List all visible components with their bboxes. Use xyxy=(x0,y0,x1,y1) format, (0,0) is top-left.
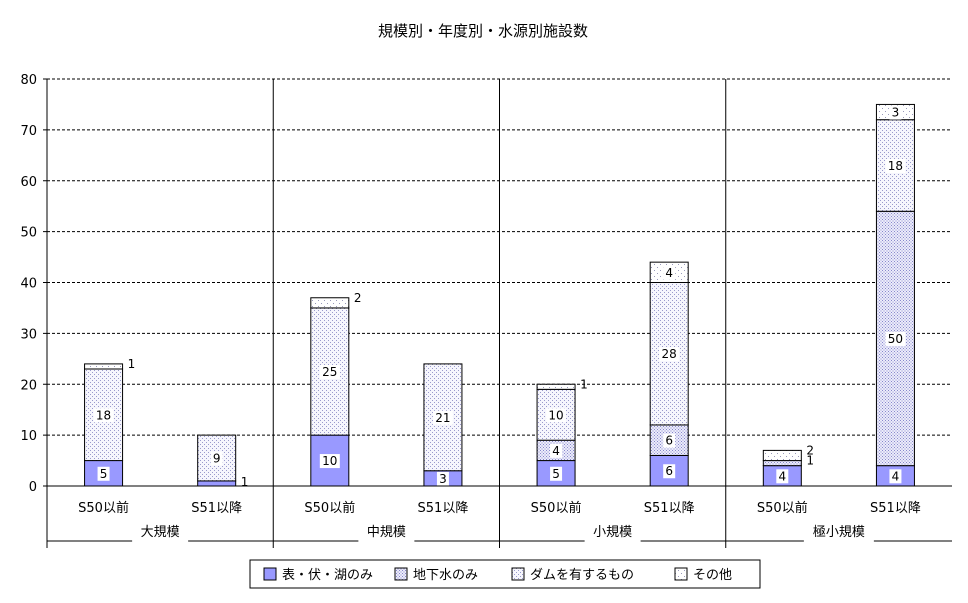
data-label: 1 xyxy=(128,357,136,371)
y-axis: 0 10 20 30 40 50 60 70 80 xyxy=(20,73,48,548)
group-label: 極小規模 xyxy=(813,524,865,540)
data-label-bg xyxy=(546,408,567,423)
x-category-label: S50以前 xyxy=(304,500,355,516)
data-label-bg xyxy=(93,408,114,423)
data-label-bg xyxy=(889,469,902,484)
legend-label: 表・伏・湖のみ xyxy=(282,568,373,583)
data-label-bg xyxy=(663,464,676,479)
data-label: 1 xyxy=(580,377,588,391)
data-label-bg xyxy=(550,466,563,481)
x-category-label: S51以降 xyxy=(191,501,242,516)
data-label-bg xyxy=(663,433,676,448)
data-label: 3 xyxy=(892,106,900,120)
data-label-bg xyxy=(432,410,453,425)
y-tick-label: 40 xyxy=(20,277,37,292)
data-label-bg xyxy=(210,451,223,466)
legend-label: その他 xyxy=(693,568,732,583)
data-label-bg xyxy=(319,454,340,469)
data-label: 5 xyxy=(100,467,108,481)
data-label: 10 xyxy=(548,408,563,422)
y-tick-label: 0 xyxy=(29,480,37,495)
bar-segment xyxy=(197,480,237,487)
chart-title: 規模別・年度別・水源別施設数 xyxy=(378,22,588,40)
x-category-label: S51以降 xyxy=(644,501,695,516)
data-label: 2 xyxy=(354,291,362,305)
data-label: 1 xyxy=(241,475,249,489)
group-label: 小規模 xyxy=(593,525,632,540)
data-label-bg xyxy=(885,158,906,173)
data-label: 28 xyxy=(662,347,677,361)
data-label: 18 xyxy=(888,159,903,173)
y-tick-label: 20 xyxy=(20,378,37,393)
bar-segment xyxy=(84,363,124,370)
data-label: 25 xyxy=(322,365,337,379)
group-label: 大規模 xyxy=(141,525,180,540)
data-label: 3 xyxy=(439,472,447,486)
data-label-bg xyxy=(885,331,906,346)
data-label: 6 xyxy=(665,464,673,478)
legend-swatch xyxy=(394,567,408,581)
data-label-bg xyxy=(550,443,563,458)
data-label-bg xyxy=(663,265,676,280)
x-category-label: S51以降 xyxy=(870,501,921,516)
data-label-bg xyxy=(97,466,110,481)
legend-swatch xyxy=(263,567,277,581)
y-tick-label: 60 xyxy=(20,175,37,190)
data-label: 21 xyxy=(435,411,450,425)
bar-segment xyxy=(762,460,802,467)
data-label: 4 xyxy=(892,469,900,483)
x-category-label: S50以前 xyxy=(757,500,808,516)
data-label-bg xyxy=(889,105,902,120)
y-tick-label: 30 xyxy=(20,327,37,342)
legend: 表・伏・湖のみ 地下水のみ ダムを有するもの その他 xyxy=(249,559,761,589)
data-label: 10 xyxy=(322,454,337,468)
data-label: 50 xyxy=(888,332,903,346)
legend-label: 地下水のみ xyxy=(413,568,478,583)
data-label: 4 xyxy=(552,444,560,458)
data-label: 2 xyxy=(806,443,814,457)
legend-swatch xyxy=(674,567,688,581)
data-label: 18 xyxy=(96,408,111,422)
data-label: 4 xyxy=(778,469,786,483)
legend-swatch xyxy=(511,567,525,581)
y-tick-label: 50 xyxy=(20,226,37,241)
data-label-bg xyxy=(776,469,789,484)
bar-segment xyxy=(310,297,350,309)
legend-label: ダムを有するもの xyxy=(530,568,634,583)
bar-segment xyxy=(310,307,350,436)
group-label: 中規模 xyxy=(367,525,406,540)
y-tick-label: 80 xyxy=(20,73,37,88)
data-label: 6 xyxy=(665,434,673,448)
x-category-label: S50以前 xyxy=(78,500,129,516)
bar-segment xyxy=(762,449,802,462)
data-label: 5 xyxy=(552,467,560,481)
data-label: 1 xyxy=(806,454,814,468)
x-axis: 大規模 中規模 小規模 極小規模 S50以前 S51以降 S50以前 S51以降 S50以前 S5… xyxy=(47,79,952,548)
data-label-bg xyxy=(319,365,340,380)
y-tick-label: 10 xyxy=(20,429,37,444)
bar-segment xyxy=(536,383,576,390)
x-category-label: S51以降 xyxy=(418,501,469,516)
y-tick-label: 70 xyxy=(20,124,37,139)
x-category-label: S50以前 xyxy=(531,500,582,516)
data-label: 4 xyxy=(665,266,673,280)
data-label: 9 xyxy=(213,452,221,466)
data-label-bg xyxy=(659,347,680,362)
data-label-bg xyxy=(436,471,449,486)
